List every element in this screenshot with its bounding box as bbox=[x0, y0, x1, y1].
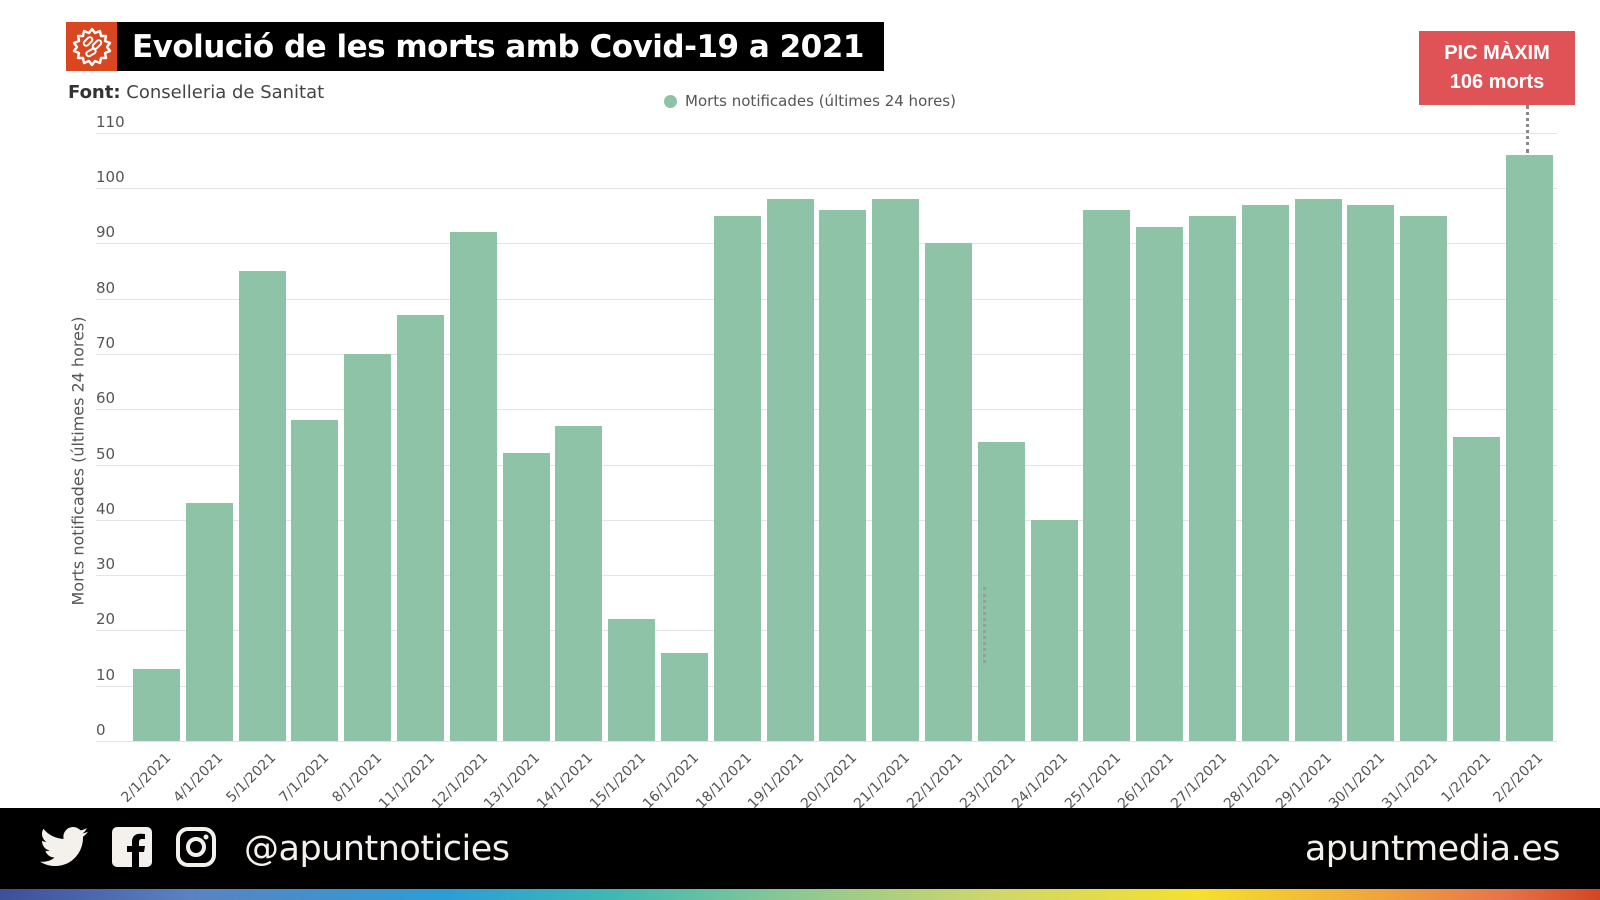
x-tick-label: 12/1/2021 bbox=[428, 750, 491, 813]
y-tick-label: 80 bbox=[96, 278, 116, 297]
x-tick-label: 29/1/2021 bbox=[1273, 750, 1336, 813]
title-bar: Evolució de les morts amb Covid-19 a 202… bbox=[66, 22, 884, 71]
y-tick-label: 20 bbox=[96, 610, 116, 629]
website-link[interactable]: apuntmedia.es bbox=[1304, 828, 1561, 869]
x-tick-label: 26/1/2021 bbox=[1114, 750, 1178, 813]
bar[interactable] bbox=[608, 619, 656, 741]
y-tick-label: 60 bbox=[96, 389, 116, 408]
x-tick-label: 1/2/2021 bbox=[1438, 750, 1494, 806]
bar[interactable] bbox=[1505, 154, 1553, 741]
bar[interactable] bbox=[502, 453, 550, 741]
footer: @apuntnoticies apuntmedia.es bbox=[0, 808, 1600, 889]
instagram-icon[interactable] bbox=[176, 826, 216, 871]
bar[interactable] bbox=[449, 232, 497, 741]
bar[interactable] bbox=[661, 652, 708, 741]
twitter-icon[interactable] bbox=[40, 826, 88, 871]
legend: Morts notificades (últimes 24 hores) bbox=[664, 92, 956, 110]
legend-swatch bbox=[664, 94, 677, 108]
x-tick-label: 21/1/2021 bbox=[850, 750, 914, 813]
bar[interactable] bbox=[713, 215, 761, 741]
x-tick-label: 24/1/2021 bbox=[1009, 750, 1072, 813]
x-tick-label: 5/1/2021 bbox=[223, 750, 280, 806]
y-tick-label: 0 bbox=[96, 721, 106, 739]
bar[interactable] bbox=[1030, 519, 1078, 741]
x-tick-label: 14/1/2021 bbox=[534, 750, 597, 813]
x-tick-label: 2/2/2021 bbox=[1490, 750, 1547, 806]
legend-label: Morts notificades (últimes 24 hores) bbox=[685, 92, 956, 110]
bar[interactable] bbox=[238, 270, 286, 741]
x-tick-label: 18/1/2021 bbox=[692, 750, 755, 813]
y-tick-label: 40 bbox=[96, 499, 116, 518]
x-tick-label: 2/1/2021 bbox=[118, 750, 174, 806]
y-tick-label: 30 bbox=[96, 555, 116, 574]
y-tick-label: 90 bbox=[96, 223, 116, 242]
bar[interactable] bbox=[1083, 210, 1131, 741]
x-tick-label: 19/1/2021 bbox=[745, 750, 808, 813]
gridline bbox=[96, 741, 1557, 742]
y-tick-label: 50 bbox=[96, 444, 116, 463]
source-value: Conselleria de Sanitat bbox=[126, 82, 325, 103]
bar[interactable] bbox=[1453, 436, 1500, 741]
bar[interactable] bbox=[872, 199, 920, 741]
x-tick-label: 13/1/2021 bbox=[481, 750, 544, 813]
bar[interactable] bbox=[1347, 204, 1395, 741]
bar[interactable] bbox=[1294, 199, 1342, 741]
social-handle[interactable]: @apuntnoticies bbox=[244, 828, 510, 869]
bar[interactable] bbox=[1189, 215, 1236, 741]
peak-connector-line bbox=[1526, 105, 1529, 153]
x-tick-label: 31/1/2021 bbox=[1378, 750, 1442, 813]
x-tick-label: 22/1/2021 bbox=[903, 750, 966, 813]
dotted-marker bbox=[983, 587, 986, 663]
x-tick-label: 23/1/2021 bbox=[956, 750, 1019, 813]
bar[interactable] bbox=[344, 353, 392, 741]
bar[interactable] bbox=[1136, 226, 1184, 741]
chart-title: Evolució de les morts amb Covid-19 a 202… bbox=[132, 28, 864, 65]
bar[interactable] bbox=[185, 503, 233, 741]
bar-chart: Morts notificades (últimes 24 hores) 0 10… bbox=[68, 112, 1557, 812]
y-tick-label: 100 bbox=[96, 168, 125, 186]
x-tick-label: 7/1/2021 bbox=[276, 750, 333, 806]
x-tick-label: 25/1/2021 bbox=[1062, 750, 1125, 813]
gridline bbox=[96, 188, 1557, 189]
x-tick-label: 27/1/2021 bbox=[1167, 750, 1230, 813]
bar[interactable] bbox=[1400, 215, 1448, 741]
gridline bbox=[96, 132, 1557, 134]
x-tick-label: 15/1/2021 bbox=[586, 750, 650, 813]
y-axis-label: Morts notificades (últimes 24 hores) bbox=[68, 316, 88, 606]
peak-annotation: PIC MÀXIM 106 morts bbox=[1419, 31, 1575, 105]
facebook-icon[interactable] bbox=[112, 826, 152, 871]
x-tick-label: 30/1/2021 bbox=[1326, 750, 1389, 813]
peak-annotation-value: 106 morts bbox=[1449, 71, 1545, 93]
x-tick-label: 11/1/2021 bbox=[375, 750, 438, 813]
bar[interactable] bbox=[291, 420, 339, 741]
x-tick-label: 20/1/2021 bbox=[798, 750, 861, 813]
social-links: @apuntnoticies bbox=[40, 808, 510, 889]
y-tick-label: 70 bbox=[96, 333, 116, 352]
bar[interactable] bbox=[819, 210, 867, 741]
y-tick-label: 10 bbox=[96, 665, 116, 684]
source-line: Font: Conselleria de Sanitat bbox=[68, 82, 324, 103]
x-tick-label: 4/1/2021 bbox=[170, 750, 227, 806]
peak-annotation-title: PIC MÀXIM bbox=[1444, 42, 1550, 64]
bar[interactable] bbox=[133, 669, 180, 741]
x-tick-label: 8/1/2021 bbox=[329, 750, 386, 806]
bar[interactable] bbox=[555, 425, 603, 741]
bar[interactable] bbox=[925, 243, 972, 741]
bar[interactable] bbox=[397, 315, 444, 741]
y-tick-label: 110 bbox=[96, 112, 125, 131]
source-label: Font: bbox=[68, 82, 121, 103]
virus-icon bbox=[66, 22, 117, 71]
brand-gradient-strip bbox=[0, 889, 1600, 900]
bar[interactable] bbox=[1241, 204, 1289, 741]
x-tick-label: 28/1/2021 bbox=[1220, 750, 1283, 813]
bar[interactable] bbox=[766, 199, 814, 741]
x-tick-label: 16/1/2021 bbox=[639, 750, 702, 813]
